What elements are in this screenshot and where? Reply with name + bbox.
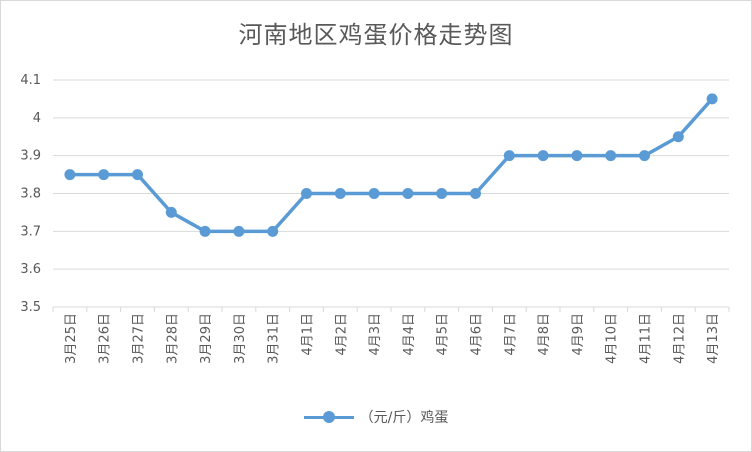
x-tick-label: 4月1日: [301, 313, 316, 356]
x-tick-label: 4月9日: [571, 313, 586, 356]
series-line: [69, 97, 714, 234]
x-tick-label: 4月2日: [334, 313, 349, 356]
data-point: [165, 206, 177, 218]
x-tick-label: 3月27日: [132, 313, 147, 364]
x-tick-label: 4月6日: [470, 313, 485, 356]
data-point: [571, 150, 583, 162]
y-tick-label: 3.8: [20, 187, 41, 202]
x-tick-label: 4月5日: [436, 313, 451, 356]
x-tick-label: 4月11日: [639, 313, 654, 364]
data-point: [368, 188, 380, 199]
x-tick-label: 4月13日: [706, 313, 721, 364]
x-tick-label: 4月4日: [402, 313, 417, 356]
legend: （元/斤）鸡蛋: [1, 407, 751, 427]
data-point: [639, 150, 650, 162]
x-tick-label: 3月31日: [267, 313, 282, 364]
data-point: [537, 150, 549, 162]
x-tick-label: 4月3日: [368, 313, 383, 356]
x-tick-label: 4月8日: [537, 313, 552, 356]
data-point: [605, 150, 617, 162]
data-point: [64, 169, 76, 181]
x-tick-label: 3月25日: [64, 313, 79, 364]
x-tick-label: 3月26日: [98, 313, 113, 364]
y-tick-label: 3.6: [20, 262, 41, 277]
y-tick-label: 3.9: [20, 149, 41, 164]
x-tick-label: 4月12日: [672, 313, 687, 364]
data-point: [436, 188, 448, 199]
data-point: [706, 93, 718, 105]
data-point: [301, 188, 312, 199]
data-point: [267, 225, 279, 237]
y-tick-label: 4.1: [20, 73, 41, 88]
x-tick-label: 3月28日: [165, 313, 180, 364]
legend-marker: [303, 410, 354, 424]
data-point: [334, 188, 346, 199]
data-point: [199, 225, 211, 237]
y-tick-label: 3.7: [20, 224, 41, 239]
x-tick-label: 4月7日: [503, 313, 518, 356]
x-tick-label: 3月30日: [233, 313, 248, 364]
x-tick-label: 4月10日: [605, 313, 620, 364]
y-tick-label: 4: [33, 111, 41, 126]
data-point: [503, 150, 515, 162]
data-point: [672, 131, 684, 143]
data-point: [98, 169, 110, 181]
data-point: [233, 225, 245, 237]
data-point: [470, 188, 481, 199]
data-point: [132, 169, 143, 181]
legend-label: （元/斤）鸡蛋: [359, 410, 449, 426]
chart-title: 河南地区鸡蛋价格走势图: [238, 21, 514, 49]
data-point: [402, 188, 414, 199]
y-tick-label: 3.5: [20, 300, 41, 315]
x-tick-label: 3月29日: [199, 313, 214, 364]
